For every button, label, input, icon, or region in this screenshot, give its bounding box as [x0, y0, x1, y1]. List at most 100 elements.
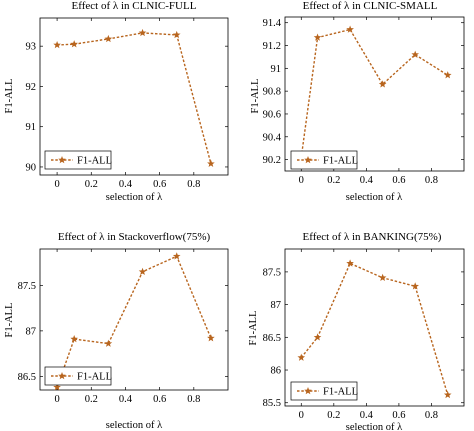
x-tick-label: 0.2 [327, 175, 340, 186]
y-tick-label: 93 [26, 42, 37, 53]
y-tick-label: 91.4 [263, 18, 282, 29]
data-point-star [207, 334, 215, 342]
y-axis-label: F1-ALL [4, 303, 15, 338]
x-tick-label: 0.8 [425, 175, 438, 186]
x-tick-label: 0 [54, 179, 59, 190]
legend: F1-ALL [290, 381, 358, 401]
x-tick-label: 0.4 [360, 410, 374, 421]
legend-label: F1-ALL [77, 156, 112, 167]
x-axis-ticks: 0 0.2 0.4 0.6 0.8 [299, 249, 438, 421]
series-line [57, 32, 212, 164]
data-point-star [104, 339, 113, 347]
x-tick-label: 0.6 [153, 394, 166, 405]
data-point-star [53, 383, 61, 391]
y-tick-label: 86 [271, 366, 282, 377]
legend: F1-ALL [44, 150, 112, 170]
y-tick-label: 90.6 [263, 109, 281, 120]
x-tick-label: 0.2 [85, 394, 98, 405]
x-tick-label: 0.8 [187, 179, 200, 190]
y-tick-label: 85.5 [263, 398, 281, 409]
chart-panel-banking: Effect of λ in BANKING(75%) 0 0.2 0.4 0.6 0.… [248, 231, 465, 431]
series-f1-all [53, 252, 215, 391]
x-tick-label: 0.6 [153, 179, 166, 190]
data-point-star [346, 25, 354, 33]
chart-title: Effect of λ in CLNIC-SMALL [303, 0, 438, 12]
legend-label: F1-ALL [323, 387, 358, 398]
plot-frame [284, 16, 465, 172]
y-tick-label: 87.5 [18, 281, 36, 292]
plot-frame [39, 17, 229, 176]
y-axis-ticks: 90 91 92 93 [26, 42, 228, 173]
data-point-star [138, 267, 147, 275]
y-tick-label: 90.2 [263, 155, 281, 166]
y-tick-label: 91 [26, 122, 37, 133]
y-axis-ticks: 86.5 87 87.5 [18, 281, 228, 383]
star-icon [58, 156, 66, 164]
y-tick-label: 91.2 [263, 41, 281, 52]
chart-panel-clnic-small: Effect of λ in CLNIC-SMALL 0 0.2 0.4 0.6 0.8… [250, 0, 465, 203]
y-tick-label: 92 [26, 82, 37, 93]
x-axis-label: selection of λ [346, 192, 403, 203]
data-point-star [411, 282, 419, 290]
x-tick-label: 0.4 [119, 394, 133, 405]
series-line [56, 255, 212, 388]
data-point-star [138, 28, 147, 37]
star-icon [58, 372, 66, 380]
data-point-star [172, 30, 181, 39]
series-line [300, 28, 449, 158]
data-point-star [378, 273, 387, 282]
series-f1-all [53, 28, 215, 167]
y-tick-label: 91 [271, 64, 282, 75]
x-axis-label: selection of λ [106, 420, 163, 431]
star-icon [304, 156, 312, 164]
data-point-star [53, 40, 61, 49]
y-tick-label: 86.5 [18, 372, 36, 383]
y-axis-label: F1-ALL [4, 79, 15, 114]
data-point-star [313, 33, 322, 41]
y-tick-label: 87 [271, 300, 282, 311]
data-point-star [104, 34, 113, 43]
x-tick-label: 0 [299, 175, 304, 186]
x-tick-label: 0.6 [392, 410, 405, 421]
x-tick-label: 0.8 [425, 410, 438, 421]
x-tick-label: 0.6 [392, 175, 405, 186]
legend-label: F1-ALL [323, 156, 358, 167]
chart-panel-clnic-full: Effect of λ in CLNIC-FULL 0 0.2 0.4 0.6 0.8 … [4, 0, 229, 203]
data-point-star [70, 335, 78, 343]
x-axis-ticks: 0 0.2 0.4 0.6 0.8 [299, 17, 438, 186]
data-point-star [313, 333, 322, 341]
x-tick-label: 0 [54, 394, 59, 405]
data-point-star [411, 50, 419, 58]
data-point-star [297, 353, 306, 361]
x-axis-label: selection of λ [346, 422, 403, 431]
y-axis-ticks: 85.5 86 86.5 87 87.5 [263, 267, 464, 409]
x-tick-label: 0.2 [327, 410, 340, 421]
x-tick-label: 0.4 [360, 175, 374, 186]
star-icon [304, 387, 312, 395]
y-tick-label: 90.4 [263, 132, 282, 143]
x-axis-ticks: 0 0.2 0.4 0.6 0.8 [54, 18, 200, 190]
x-tick-label: 0.2 [85, 179, 98, 190]
legend: F1-ALL [44, 366, 112, 386]
data-point-star [70, 40, 78, 48]
y-axis-ticks: 90.2 90.4 90.6 90.8 91 91.2 91.4 [263, 18, 464, 166]
chart-title: Effect of λ in Stackoverflow(75%) [58, 231, 211, 243]
data-point-star [443, 390, 452, 399]
y-tick-label: 86.5 [263, 333, 281, 344]
chart-title: Effect of λ in CLNIC-FULL [72, 0, 197, 12]
y-tick-label: 90.8 [263, 87, 281, 98]
x-tick-label: 0.8 [187, 394, 200, 405]
chart-title: Effect of λ in BANKING(75%) [303, 231, 442, 243]
x-axis-label: selection of λ [106, 192, 163, 203]
data-point-star [172, 252, 181, 260]
series-f1-all [297, 25, 452, 161]
series-line [300, 262, 449, 396]
chart-panel-stackoverflow: Effect of λ in Stackoverflow(75%) 0 0.2 0.… [4, 231, 229, 431]
y-tick-label: 87 [26, 326, 37, 337]
x-axis-ticks: 0 0.2 0.4 0.6 0.8 [54, 249, 200, 405]
data-point-star [207, 159, 215, 167]
plot-frame [284, 248, 465, 407]
legend: F1-ALL [290, 150, 358, 170]
series-f1-all [297, 259, 452, 399]
